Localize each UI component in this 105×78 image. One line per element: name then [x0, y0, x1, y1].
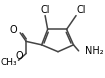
- Text: O: O: [16, 51, 24, 61]
- Text: Cl: Cl: [76, 5, 86, 15]
- Text: Cl: Cl: [40, 5, 50, 15]
- Text: NH₂: NH₂: [85, 46, 103, 56]
- Text: O: O: [10, 25, 18, 35]
- Text: CH₃: CH₃: [0, 58, 17, 67]
